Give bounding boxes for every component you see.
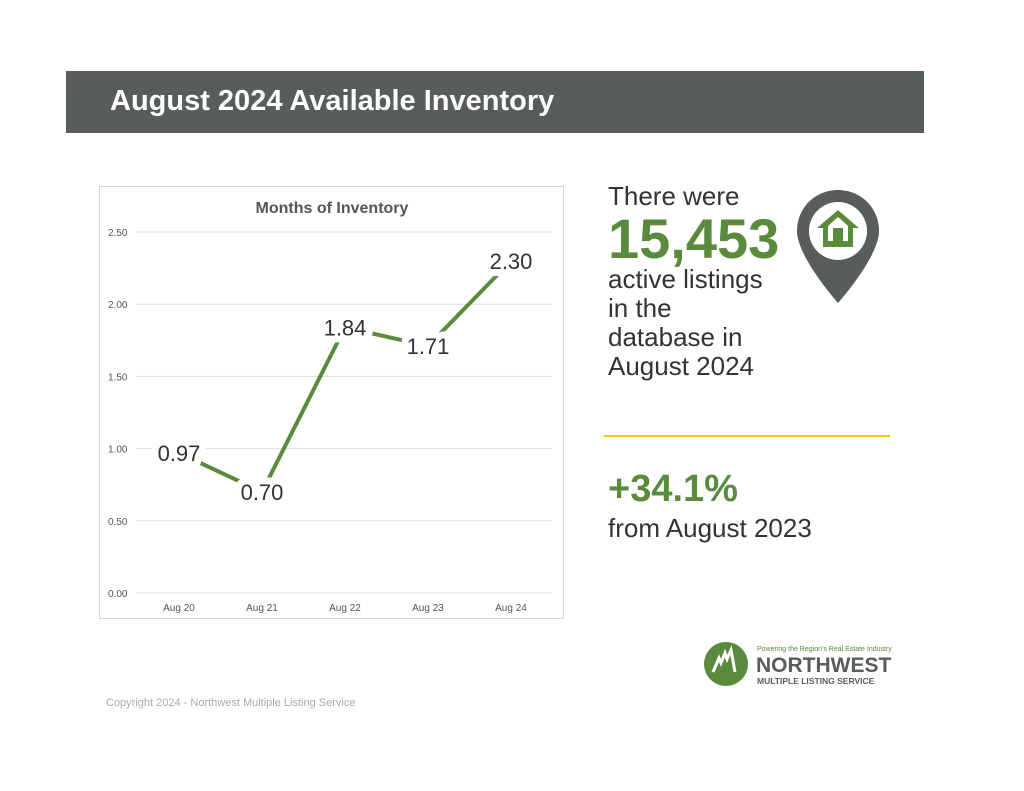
logo-tagline: Powering the Region's Real Estate Indust… [757, 646, 892, 653]
copyright: Copyright 2024 - Northwest Multiple List… [106, 697, 356, 709]
stat-text-2: in the [608, 293, 672, 323]
title-banner: August 2024 Available Inventory [66, 71, 924, 133]
house-location-pin-icon [797, 190, 879, 303]
chart-svg: Months of Inventory 0.00 0.50 1.00 1.50 2.00 2… [108, 200, 552, 614]
stat-text-4: August 2024 [608, 351, 755, 381]
stat-intro: There were [608, 181, 740, 211]
page-title: August 2024 Available Inventory [110, 85, 555, 117]
data-label: 1.84 [324, 315, 367, 340]
yoy-change: +34.1% from August 2023 [608, 468, 812, 544]
logo-subtitle: MULTIPLE LISTING SERVICE [757, 676, 875, 686]
logo-mark-icon [704, 642, 748, 686]
y-tick-label: 0.50 [108, 517, 128, 528]
logo-name: NORTHWEST [756, 654, 891, 677]
y-tick-label: 0.00 [108, 589, 128, 600]
x-tick-label: Aug 24 [495, 603, 527, 614]
x-tick-label: Aug 20 [163, 603, 195, 614]
change-label: from August 2023 [608, 513, 812, 543]
y-tick-label: 2.50 [108, 228, 128, 239]
y-tick-label: 1.50 [108, 372, 128, 383]
x-tick-label: Aug 23 [412, 603, 444, 614]
active-listings-count: 15,453 [608, 207, 780, 270]
data-label: 0.97 [158, 441, 201, 466]
x-tick-label: Aug 22 [329, 603, 361, 614]
data-label: 2.30 [490, 249, 533, 274]
x-tick-label: Aug 21 [246, 603, 278, 614]
data-label: 0.70 [241, 480, 284, 505]
divider [604, 435, 890, 437]
stat-text-3: database in [608, 322, 743, 352]
months-of-inventory-chart: Months of Inventory 0.00 0.50 1.00 1.50 2.00 2… [99, 186, 564, 619]
nwmls-logo: Powering the Region's Real Estate Indust… [704, 642, 892, 686]
y-tick-label: 2.00 [108, 300, 128, 311]
series-line [178, 259, 513, 495]
listings-stat: There were 15,453 active listings in the… [608, 182, 779, 381]
data-label: 1.71 [407, 334, 450, 359]
stat-text-1: active listings [608, 264, 763, 294]
y-tick-label: 1.00 [108, 445, 128, 456]
change-value: +34.1% [608, 468, 738, 510]
chart-title: Months of Inventory [256, 200, 409, 217]
